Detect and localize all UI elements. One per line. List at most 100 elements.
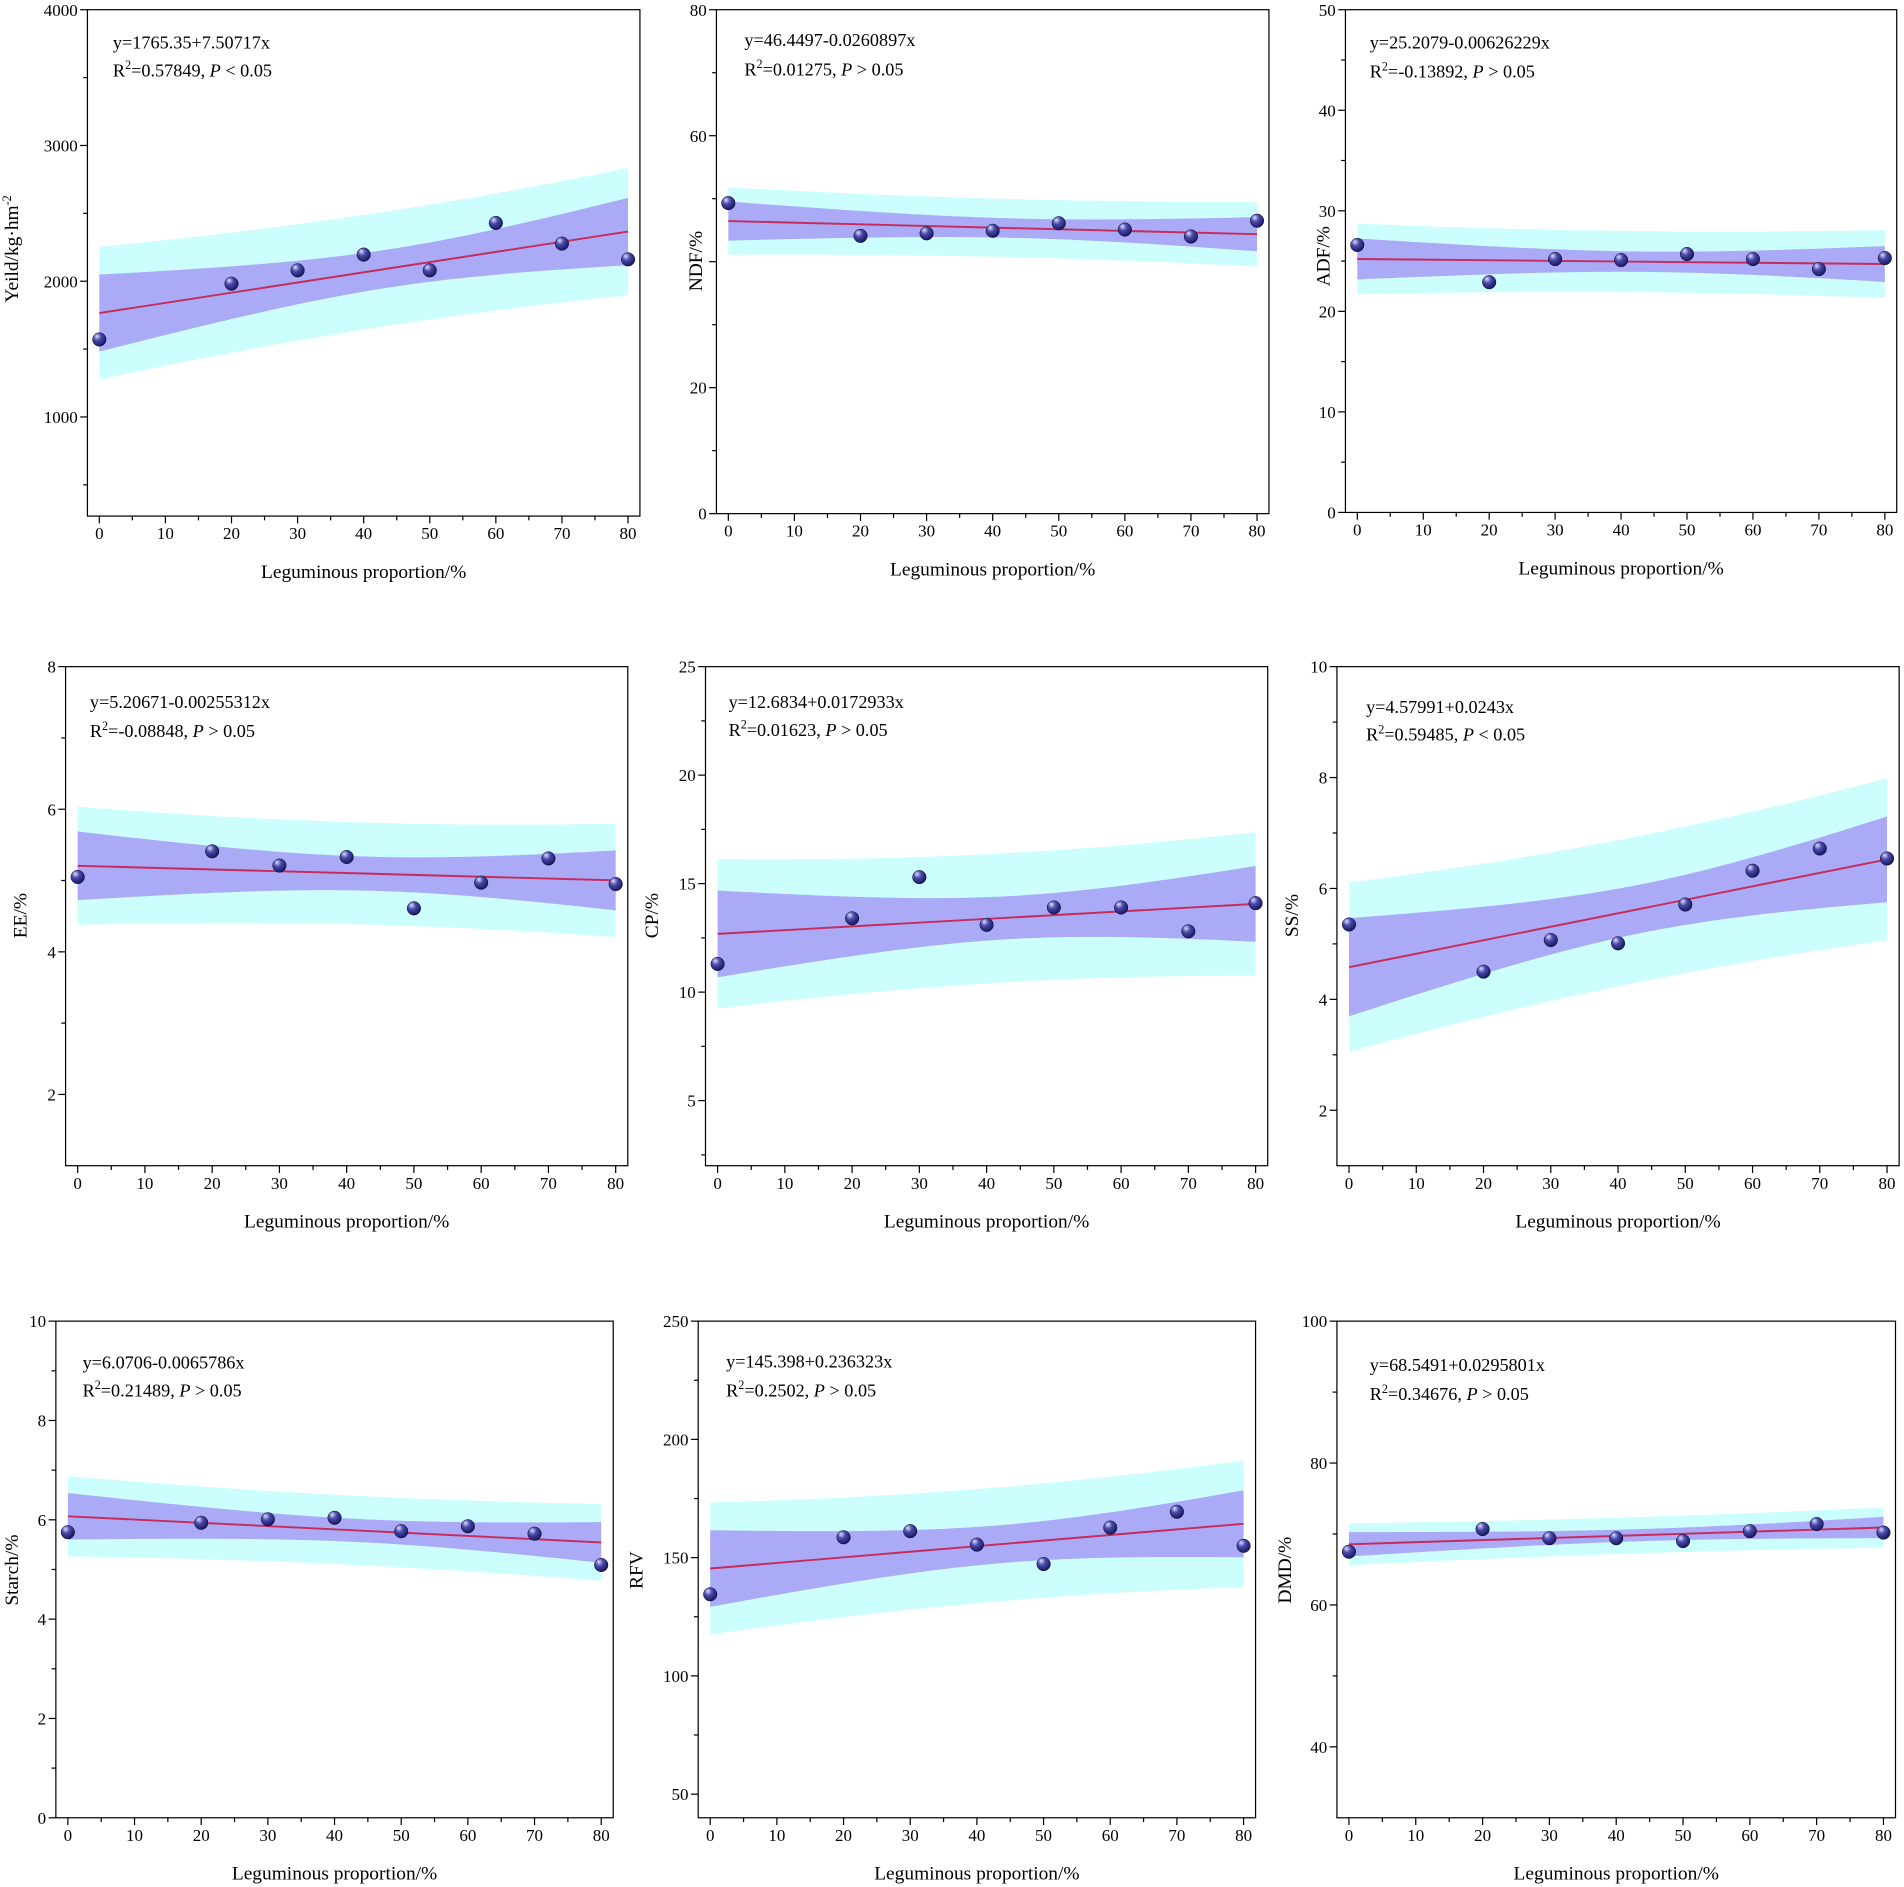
y-axis-title-text: NDF/% xyxy=(686,231,707,291)
x-tick-label: 70 xyxy=(540,1174,557,1193)
x-axis-title: Leguminous proportion/% xyxy=(874,1864,1079,1885)
x-tick-label: 50 xyxy=(393,1826,410,1845)
r2-symbol: R xyxy=(113,61,126,81)
x-tick-label: 0 xyxy=(1353,521,1362,540)
x-tick-label: 40 xyxy=(1610,1174,1627,1193)
y-tick-label: 6 xyxy=(1319,880,1328,899)
x-tick-label: 10 xyxy=(1407,1826,1424,1845)
x-tick-label: 50 xyxy=(1679,521,1696,540)
x-tick-label: 80 xyxy=(1876,521,1893,540)
data-point xyxy=(60,1525,75,1540)
x-tick-label: 60 xyxy=(473,1174,490,1193)
equation-label: y=5.20671-0.00255312x xyxy=(90,692,270,712)
y-tick-label: 100 xyxy=(663,1667,689,1686)
x-tick-label: 80 xyxy=(1879,1174,1896,1193)
y-tick-label: 0 xyxy=(698,505,707,524)
x-tick-label: 20 xyxy=(1474,1826,1491,1845)
x-tick-label: 80 xyxy=(593,1826,610,1845)
data-point xyxy=(1812,841,1827,856)
x-tick-label: 80 xyxy=(1235,1826,1252,1845)
y-tick-label: 25 xyxy=(679,658,696,677)
p-value: > 0.05 xyxy=(1478,1384,1529,1404)
r2-exponent: 2 xyxy=(757,57,763,71)
x-tick-label: 50 xyxy=(1045,1174,1062,1193)
data-point xyxy=(1341,1544,1356,1559)
x-tick-label: 70 xyxy=(1810,521,1827,540)
plot-frame xyxy=(704,666,1269,1167)
y-tick-label: 6 xyxy=(38,1511,47,1530)
x-axis-title: Leguminous proportion/% xyxy=(232,1864,437,1885)
x-tick-label: 80 xyxy=(620,524,637,543)
y-tick-label: 10 xyxy=(679,983,696,1002)
y-tick-label: 250 xyxy=(663,1312,689,1331)
data-point xyxy=(1248,896,1263,911)
data-point xyxy=(394,1524,409,1539)
data-point xyxy=(721,196,736,211)
x-tick-label: 70 xyxy=(526,1826,543,1845)
y-axis-title-text: DMD/% xyxy=(1275,1537,1296,1604)
x-tick-label: 40 xyxy=(326,1826,343,1845)
p-symbol: P xyxy=(209,61,221,81)
y-axis-title: NDF/% xyxy=(686,231,707,291)
p-symbol: P xyxy=(1465,1384,1477,1404)
p-value: > 0.05 xyxy=(190,1380,241,1400)
equation-label: y=4.57991+0.0243x xyxy=(1366,697,1514,717)
data-point xyxy=(853,228,868,243)
data-point xyxy=(845,911,860,926)
chart-panel-cp: 0 10 20 30 40 50 60 70 80 5 10 15 20 25 Leguminous pro… xyxy=(642,658,1269,1233)
x-tick-label: 70 xyxy=(1180,1174,1197,1193)
data-point xyxy=(1350,237,1365,253)
x-tick-label: 0 xyxy=(64,1826,73,1845)
x-tick-label: 80 xyxy=(1249,522,1266,541)
x-tick-label: 0 xyxy=(706,1826,715,1845)
x-tick-label: 0 xyxy=(724,522,733,541)
data-point xyxy=(70,869,85,885)
data-point xyxy=(979,917,994,932)
y-axis-title: Yeild/kg·hm-2 xyxy=(0,195,23,302)
y-tick-label: 2 xyxy=(1319,1101,1328,1120)
x-axis-title: Leguminous proportion/% xyxy=(1518,558,1723,579)
r2-value: =0.01275, xyxy=(763,59,842,79)
x-tick-label: 10 xyxy=(776,1174,793,1193)
x-tick-label: 50 xyxy=(1035,1826,1052,1845)
y-axis-title-text: Starch/% xyxy=(2,1535,23,1606)
y-tick-label: 1000 xyxy=(44,408,78,427)
chart-panel-ee: 0 10 20 30 40 50 60 70 80 2 4 6 8 Leguminous proporti… xyxy=(11,658,629,1233)
x-tick-label: 80 xyxy=(1247,1174,1264,1193)
x-tick-label: 40 xyxy=(338,1174,355,1193)
data-point xyxy=(422,263,437,278)
data-point xyxy=(985,223,1000,238)
y-axis-title-text: ADF/% xyxy=(1314,226,1335,286)
data-point xyxy=(92,332,107,347)
r2-exponent: 2 xyxy=(738,1378,744,1392)
x-tick-label: 30 xyxy=(271,1174,288,1193)
y-tick-label: 20 xyxy=(679,766,696,785)
x-tick-label: 10 xyxy=(136,1174,153,1193)
x-tick-label: 80 xyxy=(607,1174,624,1193)
x-tick-label: 50 xyxy=(1677,1174,1694,1193)
y-tick-label: 40 xyxy=(1310,1738,1327,1757)
y-tick-label: 2000 xyxy=(44,272,78,291)
p-symbol: P xyxy=(1462,725,1474,745)
plot-frame xyxy=(1336,666,1900,1167)
data-point xyxy=(1117,222,1132,237)
y-tick-label: 10 xyxy=(29,1312,46,1331)
data-point xyxy=(1609,1531,1624,1546)
r2-label: R2=0.2502, P > 0.05 xyxy=(726,1378,876,1400)
data-point xyxy=(1678,897,1693,912)
data-point xyxy=(224,276,239,291)
p-symbol: P xyxy=(813,1380,825,1400)
data-point xyxy=(903,1524,918,1539)
x-tick-label: 60 xyxy=(487,524,504,543)
data-point xyxy=(1341,917,1357,932)
r2-symbol: R xyxy=(90,721,103,741)
data-point xyxy=(527,1526,542,1541)
p-value: > 0.05 xyxy=(852,59,903,79)
r2-exponent: 2 xyxy=(125,58,131,72)
data-point xyxy=(594,1557,609,1573)
data-point xyxy=(969,1537,984,1552)
equation-label: y=12.6834+0.0172933x xyxy=(729,692,904,712)
p-value: < 0.05 xyxy=(1474,725,1525,745)
r2-value: =0.2502, xyxy=(744,1380,813,1400)
y-tick-label: 8 xyxy=(38,1412,47,1431)
